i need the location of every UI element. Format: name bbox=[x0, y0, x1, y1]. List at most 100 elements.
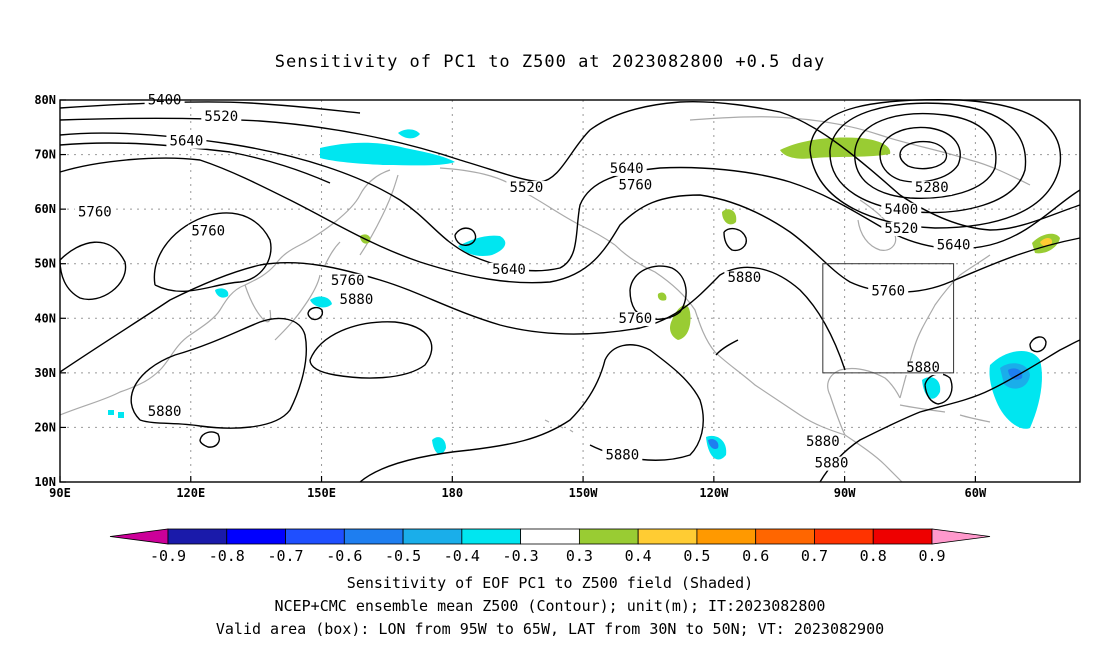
lon-tick-label: 180 bbox=[441, 486, 463, 500]
colorbar-swatch bbox=[637, 528, 698, 545]
contour-5280-low bbox=[879, 126, 961, 183]
colorbar-label: 0.3 bbox=[566, 547, 593, 565]
colorbar-label: 0.9 bbox=[918, 547, 945, 565]
contour-label-bg bbox=[166, 134, 207, 149]
lat-tick-label: 40N bbox=[34, 311, 56, 325]
shade-negative-pacific-3 bbox=[708, 439, 719, 450]
contour-label-bg bbox=[615, 312, 656, 327]
colorbar: -0.9 -0.8 -0.7 -0.6 -0.5 -0.4 -0.3 0.3 0.4 0.5 0.6… bbox=[109, 528, 991, 565]
valid-area-box bbox=[822, 263, 955, 374]
contour-5520 bbox=[59, 100, 1081, 231]
colorbar-label: 0.8 bbox=[860, 547, 887, 565]
contour-labels: 5400552056405760576055205640576056405760… bbox=[74, 93, 974, 472]
contour-label: 5520 bbox=[884, 221, 918, 237]
contour-label: 5880 bbox=[148, 404, 182, 420]
contour-label-bg bbox=[903, 361, 944, 376]
colorbar-label: 0.7 bbox=[801, 547, 828, 565]
contour-label-bg bbox=[602, 448, 643, 463]
colorbar-swatch bbox=[461, 528, 522, 545]
contour-north-arc bbox=[59, 142, 331, 184]
contour-label: 5640 bbox=[170, 134, 204, 150]
shade-positive-atlantic-core bbox=[1040, 237, 1053, 247]
contour-label: 5880 bbox=[727, 270, 761, 286]
footer-line-2: NCEP+CMC ensemble mean Z500 (Contour); u… bbox=[275, 597, 826, 615]
contour-label: 5640 bbox=[610, 161, 644, 177]
contour-label-bg bbox=[868, 284, 909, 299]
colorbar-label: -0.7 bbox=[267, 547, 303, 565]
contour-label: 5400 bbox=[884, 202, 918, 218]
contour-label: 5760 bbox=[331, 273, 365, 289]
contour-low-ring-5 bbox=[809, 99, 1062, 229]
contour-5880-subtropical bbox=[130, 317, 307, 429]
contour-label: 5400 bbox=[148, 93, 182, 109]
lat-tick-label: 10N bbox=[34, 475, 56, 489]
contour-label-bg bbox=[201, 110, 242, 125]
colorbar-swatch bbox=[872, 528, 933, 545]
contour-5760-south bbox=[59, 241, 127, 301]
lat-tick-label: 50N bbox=[34, 257, 56, 271]
shade-positive-canada bbox=[722, 209, 737, 225]
contour-hook-newengland bbox=[715, 339, 739, 356]
colorbar-label: 0.5 bbox=[683, 547, 710, 565]
contour-small-high-4 bbox=[1029, 336, 1047, 353]
contour-label-bg bbox=[811, 456, 852, 471]
coastline-hudson-bay bbox=[857, 199, 897, 251]
colorbar-swatch bbox=[755, 528, 815, 545]
shade-negative-small-3 bbox=[215, 288, 229, 298]
shade-positive-arctic bbox=[780, 137, 891, 159]
contour-label: 5760 bbox=[191, 224, 225, 240]
contour-label: 5880 bbox=[340, 292, 374, 308]
contour-label-bg bbox=[506, 181, 547, 196]
contour-label-bg bbox=[881, 221, 922, 236]
footer-line-3: Valid area (box): LON from 95W to 65W, L… bbox=[216, 620, 884, 638]
lon-tick-label: 90E bbox=[49, 486, 71, 500]
colorbar-label: -0.4 bbox=[444, 547, 480, 565]
colorbar-label: -0.3 bbox=[503, 547, 539, 565]
lat-tick-label: 70N bbox=[34, 148, 56, 162]
coastline-central-america bbox=[844, 434, 903, 483]
contour-label: 5760 bbox=[619, 311, 653, 327]
contour-label-bg bbox=[933, 238, 974, 253]
contour-small-high-1 bbox=[307, 306, 324, 321]
colorbar-swatch bbox=[696, 528, 757, 545]
map-panel: 5400552056405760576055205640576056405760… bbox=[34, 93, 1081, 500]
lat-tick-label: 80N bbox=[34, 93, 56, 107]
contour-label: 5520 bbox=[204, 109, 238, 125]
contour-label: 5760 bbox=[619, 177, 653, 193]
coastline-gulf-of-mexico bbox=[827, 367, 901, 436]
colorbar-swatch bbox=[285, 528, 345, 545]
contour-label-bg bbox=[911, 181, 952, 196]
contour-label-bg bbox=[327, 273, 368, 288]
lon-tick-label: 120E bbox=[176, 486, 205, 500]
lon-tick-label: 120W bbox=[699, 486, 729, 500]
contour-label-bg bbox=[881, 202, 922, 217]
colorbar-label: -0.6 bbox=[326, 547, 362, 565]
contour-5880-low-pacific bbox=[359, 344, 704, 483]
coastline-north-america-west bbox=[614, 244, 846, 436]
contour-label: 5760 bbox=[871, 284, 905, 300]
colorbar-swatch bbox=[167, 528, 228, 545]
colorbar-label: -0.8 bbox=[209, 547, 245, 565]
colorbar-label: 0.6 bbox=[742, 547, 769, 565]
colorbar-swatch bbox=[578, 528, 639, 545]
coastlines bbox=[59, 116, 1031, 483]
contour-5880-main bbox=[59, 262, 846, 373]
contour-5880-high-pacific bbox=[309, 321, 433, 379]
contour-cutoff-low bbox=[629, 265, 687, 320]
shade-negative-siberia bbox=[320, 142, 455, 166]
contour-hudson bbox=[723, 227, 747, 252]
colorbar-label: 0.4 bbox=[625, 547, 652, 565]
shade-negative-pacific-1 bbox=[432, 437, 446, 455]
coastline-caribbean bbox=[899, 404, 991, 423]
contour-label: 5880 bbox=[815, 456, 849, 472]
contour-label: 5880 bbox=[605, 447, 639, 463]
latitude-labels: 80N 70N 60N 50N 40N 30N 20N 10N bbox=[34, 93, 66, 489]
shade-negative-atlantic-peak bbox=[1008, 368, 1023, 380]
contour-label-bg bbox=[144, 404, 185, 419]
contour-5400 bbox=[59, 101, 361, 114]
lat-tick-label: 20N bbox=[34, 420, 56, 434]
sensitivity-shading bbox=[108, 129, 1060, 460]
longitude-labels: 90E 120E 150E 180 150W 120W 90W 60W bbox=[49, 476, 987, 500]
